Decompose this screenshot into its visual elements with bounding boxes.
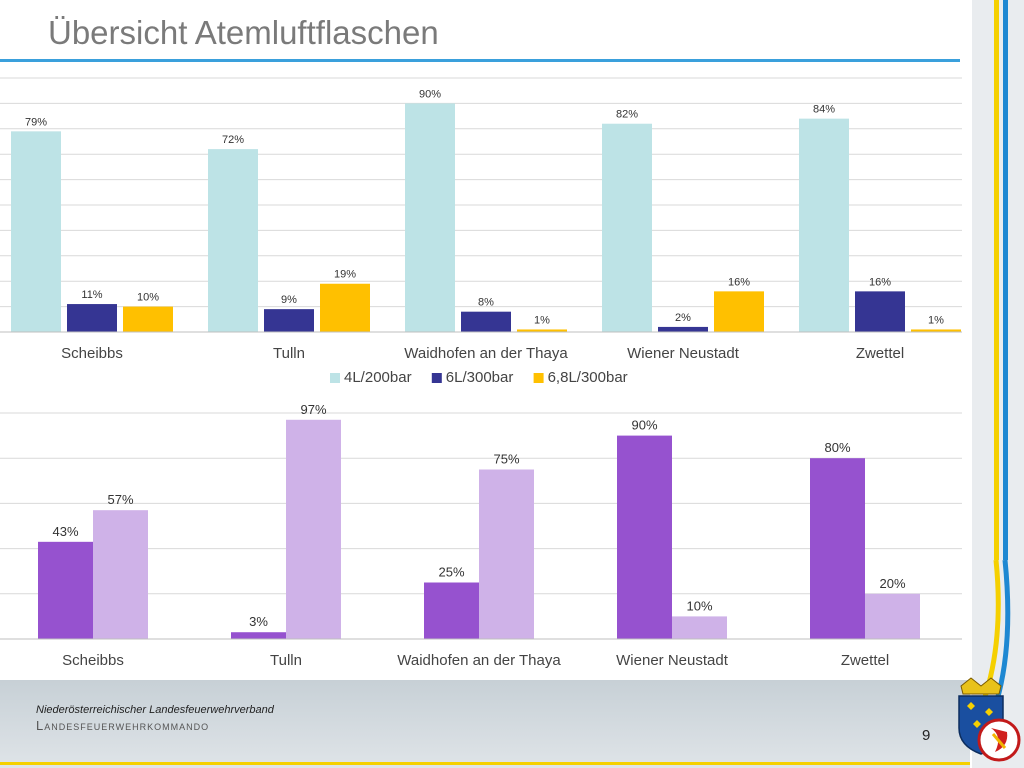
chart-nll-fin: 43% 57% Scheibbs 3% 97% Tulln 25% 75% Waidhofen … bbox=[0, 402, 962, 669]
category-label: Waidhofen an der Thaya bbox=[397, 652, 561, 669]
bar-fin bbox=[479, 469, 534, 639]
data-label: 90% bbox=[631, 418, 657, 433]
category-label: Zwettel bbox=[841, 652, 889, 669]
bar-6l-300bar bbox=[855, 291, 905, 332]
category-label: Wiener Neustadt bbox=[627, 345, 740, 362]
bar-6-8l-300bar bbox=[320, 283, 370, 332]
category-label: Scheibbs bbox=[61, 345, 123, 362]
category-label: Tulln bbox=[273, 345, 305, 362]
category-label: Waidhofen an der Thaya bbox=[404, 345, 568, 362]
data-label: 90% bbox=[419, 88, 441, 100]
data-label: 16% bbox=[869, 276, 891, 288]
data-label: 1% bbox=[534, 314, 550, 326]
chart-cylinder-types: 79% 11% 10% Scheibbs 72% 9% 19% Tulln 90% 8% 1% Wai… bbox=[0, 77, 962, 386]
data-label: 2% bbox=[675, 312, 691, 324]
slide-title: Übersicht Atemluftflaschen bbox=[48, 14, 439, 51]
bar-6-8l-300bar bbox=[517, 329, 567, 332]
bar-nll bbox=[424, 582, 479, 639]
bar-fin bbox=[93, 510, 148, 639]
bar-fin bbox=[865, 593, 920, 639]
data-label: 9% bbox=[281, 294, 297, 306]
category-label: Tulln bbox=[270, 652, 302, 669]
bar-nll bbox=[810, 458, 865, 639]
bar-6-8l-300bar bbox=[714, 291, 764, 332]
data-label: 10% bbox=[686, 598, 712, 613]
data-label: 20% bbox=[879, 576, 905, 591]
data-label: 1% bbox=[928, 314, 944, 326]
data-label: 25% bbox=[438, 565, 464, 580]
footer-org-name: Niederösterreichischer Landesfeuerwehrve… bbox=[36, 704, 274, 716]
data-label: 11% bbox=[81, 289, 102, 301]
bar-4l-200bar bbox=[799, 118, 849, 332]
bar-fin bbox=[672, 616, 727, 639]
legend-swatch bbox=[431, 373, 442, 383]
legend-entry: 6,8L/300bar bbox=[548, 369, 628, 386]
coat-of-arms-logo bbox=[958, 677, 1021, 762]
data-label: 79% bbox=[25, 116, 47, 128]
data-label: 19% bbox=[334, 269, 356, 281]
category-label: Zwettel bbox=[856, 345, 904, 362]
bar-6-8l-300bar bbox=[911, 329, 961, 332]
bar-6l-300bar bbox=[264, 309, 314, 332]
data-label: 57% bbox=[107, 492, 133, 507]
bar-6l-300bar bbox=[461, 311, 511, 332]
footer-band bbox=[0, 680, 970, 768]
data-label: 10% bbox=[137, 292, 159, 304]
data-label: 43% bbox=[52, 524, 78, 539]
bar-6-8l-300bar bbox=[123, 306, 173, 332]
bar-nll bbox=[617, 435, 672, 639]
data-label: 72% bbox=[222, 134, 244, 146]
category-label: Scheibbs bbox=[62, 652, 124, 669]
title-rule bbox=[0, 59, 960, 62]
data-label: 16% bbox=[728, 276, 750, 288]
bar-4l-200bar bbox=[602, 123, 652, 332]
legend-swatch bbox=[533, 373, 544, 383]
footer-command-name: Landesfeuerwehrkommando bbox=[36, 718, 210, 733]
data-label: 97% bbox=[300, 402, 326, 417]
bar-6l-300bar bbox=[658, 326, 708, 332]
footer-line bbox=[0, 762, 970, 765]
data-label: 80% bbox=[824, 440, 850, 455]
category-label: Wiener Neustadt bbox=[616, 652, 729, 669]
bar-nll bbox=[231, 632, 286, 639]
bar-nll bbox=[38, 541, 93, 639]
data-label: 3% bbox=[249, 614, 268, 629]
data-label: 82% bbox=[616, 109, 638, 121]
bar-4l-200bar bbox=[11, 131, 61, 332]
bar-4l-200bar bbox=[208, 149, 258, 332]
data-label: 8% bbox=[478, 297, 494, 309]
data-label: 75% bbox=[493, 452, 519, 467]
decorative-stripes bbox=[981, 0, 1011, 711]
bar-6l-300bar bbox=[67, 304, 117, 332]
bar-fin bbox=[286, 419, 341, 639]
legend-swatch bbox=[330, 373, 340, 383]
legend-entry: 4L/200bar bbox=[344, 369, 412, 386]
page-number: 9 bbox=[922, 727, 931, 744]
bar-4l-200bar bbox=[405, 103, 455, 333]
legend-entry: 6L/300bar bbox=[446, 369, 514, 386]
data-label: 84% bbox=[813, 104, 835, 116]
